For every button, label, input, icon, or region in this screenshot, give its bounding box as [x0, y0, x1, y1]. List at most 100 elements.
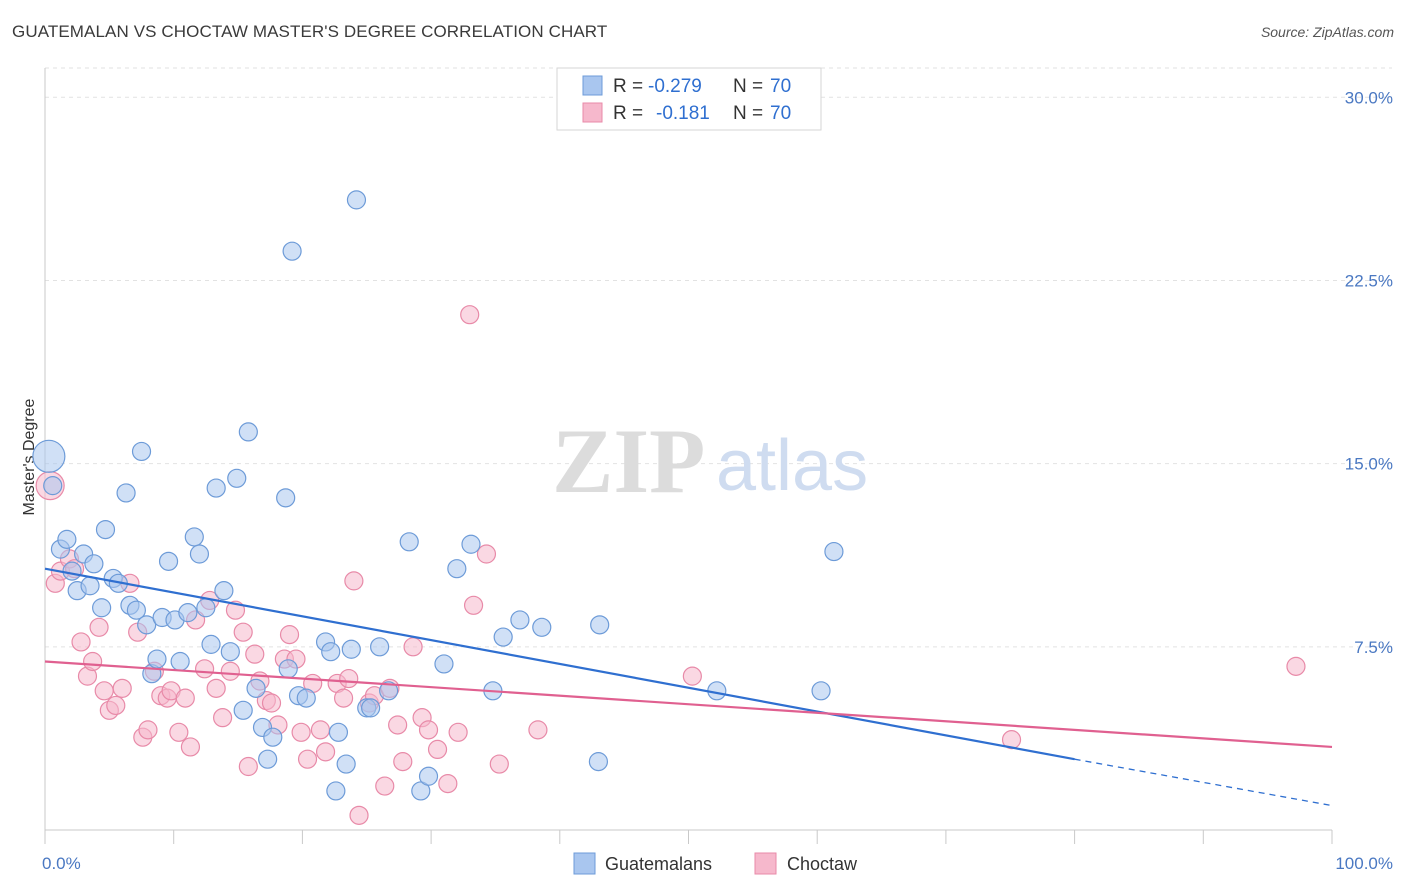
guatemalan-point [321, 642, 341, 662]
y-tick-label: 22.5% [1345, 271, 1393, 290]
guatemalan-point [206, 478, 226, 498]
choctaw-point [138, 720, 158, 740]
grid [45, 67, 1392, 648]
bottom-legend-swatch-guatemalans [573, 852, 596, 875]
choctaw-point [403, 637, 423, 657]
guatemalan-point [461, 534, 481, 554]
choctaw-trend-line [44, 660, 1333, 749]
bottom-legend-guatemalans: Guatemalans [605, 854, 712, 874]
y-tick-labels: 7.5% 15.0% 22.5% 30.0% [1345, 88, 1393, 657]
choctaw-point [438, 773, 458, 794]
guatemalan-point [126, 600, 146, 620]
guatemalan-point [92, 598, 112, 618]
guatemalan-point [282, 241, 302, 261]
guatemalan-point [137, 615, 157, 635]
legend-n-value-2: 70 [770, 103, 791, 124]
guatemalan-point [341, 639, 361, 659]
guatemalan-point [263, 727, 283, 747]
y-tick-label: 7.5% [1354, 638, 1393, 657]
guatemalan-point [336, 754, 356, 774]
choctaw-point [112, 678, 132, 698]
choctaw-point [1286, 656, 1306, 676]
choctaw-point [476, 544, 497, 564]
bottom-legend-swatch-choctaw [754, 852, 777, 875]
legend-r-label-2: R = [613, 103, 643, 124]
choctaw-point [94, 681, 114, 701]
guatemalan-point [170, 651, 190, 672]
choctaw-point [291, 722, 311, 742]
stats-legend: R = -0.279 N = 70 R = -0.181 N = 70 [556, 67, 822, 131]
choctaw-point [279, 625, 300, 645]
choctaw-point [245, 644, 265, 664]
choctaw-point [463, 595, 484, 615]
x-tick-label-min: 0.0% [42, 854, 81, 873]
series-legend: Guatemalans Choctaw [573, 852, 858, 875]
x-tick-labels: 0.0% 100.0% [42, 830, 1393, 873]
guatemalan-point [434, 654, 454, 674]
guatemalan-point [346, 190, 367, 210]
choctaw-points [35, 305, 1306, 825]
guatemalan-point [811, 681, 831, 701]
choctaw-point [333, 688, 354, 708]
guatemalan-point [214, 581, 234, 601]
guatemalan-point [238, 422, 258, 442]
guatemalan-point [131, 441, 152, 462]
choctaw-point [388, 715, 408, 735]
bottom-legend-choctaw: Choctaw [787, 854, 858, 874]
choctaw-point [339, 668, 359, 689]
guatemalan-point [233, 700, 253, 720]
guatemalan-point [80, 576, 100, 596]
legend-n-label-1: N = [733, 76, 763, 97]
guatemalan-point [588, 752, 609, 772]
choctaw-point [393, 752, 413, 772]
choctaw-point [310, 720, 331, 740]
legend-r-value-2: -0.181 [656, 103, 710, 124]
guatemalan-point [62, 561, 82, 581]
guatemalan-point [258, 749, 278, 769]
choctaw-point [682, 666, 702, 686]
guatemalan-trend-line [44, 567, 1075, 761]
watermark-atlas: atlas [716, 426, 868, 506]
y-tick-label: 30.0% [1345, 88, 1393, 107]
choctaw-point [106, 695, 126, 716]
choctaw-point [220, 661, 240, 681]
guatemalan-point [326, 781, 346, 801]
guatemalan-points [32, 190, 844, 801]
choctaw-point [71, 632, 91, 652]
y-tick-label: 15.0% [1345, 455, 1393, 474]
guatemalan-trend-extension [1074, 758, 1333, 807]
choctaw-point [427, 739, 448, 760]
guatemalan-point [418, 766, 439, 786]
chart-title: GUATEMALAN VS CHOCTAW MASTER'S DEGREE CO… [12, 22, 608, 41]
legend-swatch-choctaw [582, 102, 603, 123]
guatemalan-point [84, 554, 104, 574]
legend-r-value-1: -0.279 [648, 76, 702, 97]
guatemalan-point [158, 551, 179, 571]
guatemalan-point [43, 476, 63, 496]
guatemalan-point [493, 627, 513, 647]
choctaw-point [418, 720, 439, 740]
choctaw-point [489, 754, 509, 774]
guatemalan-point [116, 483, 136, 503]
choctaw-point [175, 688, 195, 708]
choctaw-point [213, 708, 233, 728]
guatemalan-point [296, 688, 316, 708]
choctaw-point [528, 720, 548, 740]
guatemalan-point [189, 544, 210, 564]
guatemalan-point [227, 468, 247, 488]
choctaw-point [375, 776, 395, 796]
choctaw-point [238, 756, 258, 777]
guatemalan-point [361, 698, 381, 718]
guatemalan-point [590, 615, 610, 635]
guatemalan-point [147, 649, 167, 669]
choctaw-point [83, 651, 103, 672]
guatemalan-point [196, 598, 216, 618]
choctaw-point [349, 805, 369, 825]
guatemalan-point [379, 681, 399, 701]
choctaw-point [315, 742, 336, 762]
guatemalan-point [178, 603, 198, 623]
guatemalan-point [328, 722, 349, 742]
guatemalan-point [220, 642, 240, 662]
guatemalan-point [370, 637, 390, 657]
choctaw-point [180, 737, 201, 757]
